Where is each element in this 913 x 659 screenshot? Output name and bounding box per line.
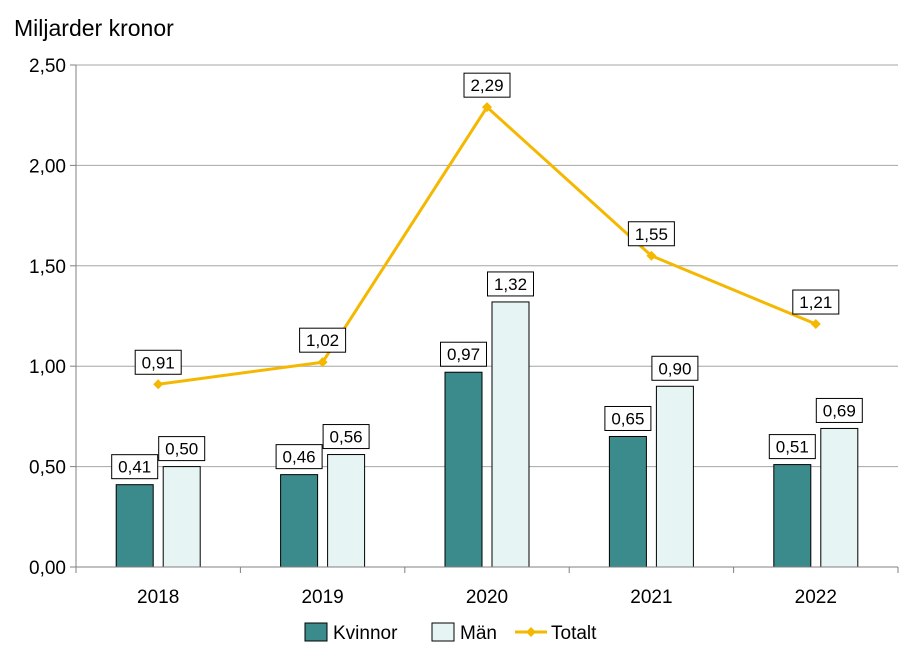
x-tick-label: 2019 — [301, 587, 343, 608]
line-data-label: 2,29 — [463, 72, 511, 98]
legend: Kvinnor Män Totalt — [304, 622, 597, 644]
data-label-box — [627, 221, 675, 247]
data-label-text: 0,56 — [330, 428, 363, 447]
bar-data-label: 0,41 — [111, 454, 159, 480]
data-label-box — [604, 405, 652, 431]
y-tick-label: 0,00 — [29, 558, 66, 579]
data-label-box — [768, 434, 816, 460]
data-label-box — [299, 327, 347, 353]
bar-mn — [162, 466, 201, 568]
bar-data-label: 0,56 — [322, 424, 370, 450]
data-label-text: 0,46 — [283, 448, 316, 467]
data-label-box — [651, 355, 699, 381]
line-data-label: 1,55 — [627, 221, 675, 247]
bar-kvinnor — [773, 464, 812, 568]
bar-kvinnor — [115, 484, 154, 568]
data-label-text: 0,69 — [823, 401, 856, 420]
bar-data-label: 1,32 — [487, 271, 534, 297]
legend-label: Kvinnor — [333, 623, 398, 644]
data-label-text: 0,50 — [165, 440, 198, 459]
line-data-label: 1,21 — [792, 289, 840, 315]
y-axis-title: Miljarder kronor — [14, 15, 174, 41]
data-label-box — [440, 341, 487, 367]
bar-data-label: 0,50 — [158, 436, 206, 462]
data-label-box — [322, 424, 370, 450]
totalt-point — [646, 250, 657, 261]
bars — [115, 301, 859, 568]
totalt-point — [810, 319, 821, 330]
data-labels: 0,41 0,46 0,97 0,65 0,51 0,50 0,56 1,32 0,90 0,69… — [111, 72, 863, 480]
data-label-box — [792, 289, 840, 315]
y-tick-label: 1,00 — [29, 357, 66, 378]
bar-data-label: 0,51 — [768, 434, 816, 460]
gridlines — [76, 64, 898, 468]
bar-kvinnor — [280, 474, 319, 568]
data-label-text: 1,55 — [635, 225, 668, 244]
data-label-text: 1,32 — [494, 275, 527, 294]
data-label-box — [111, 454, 159, 480]
data-label-text: 1,21 — [799, 293, 832, 312]
data-label-box — [275, 444, 323, 470]
bar-mn — [491, 301, 530, 568]
totalt-point — [482, 102, 492, 113]
data-label-text: 0,97 — [447, 345, 480, 364]
data-label-box — [134, 349, 182, 375]
y-tick-label: 1,50 — [29, 257, 66, 278]
bar-mn — [820, 427, 859, 568]
bar-data-label: 0,65 — [604, 405, 652, 431]
bar-data-label: 0,69 — [815, 397, 863, 423]
data-label-box — [158, 436, 206, 462]
legend-swatch — [304, 622, 328, 642]
legend-label: Totalt — [551, 623, 597, 644]
totalt-line — [153, 102, 821, 390]
y-tick-label: 2,50 — [29, 56, 66, 77]
bar-data-label: 0,97 — [440, 341, 487, 367]
legend-swatch — [431, 622, 455, 642]
line-data-label: 1,02 — [299, 327, 347, 353]
bar-data-label: 0,46 — [275, 444, 323, 470]
y-tick-label: 2,00 — [29, 156, 66, 177]
x-tick-label: 2020 — [466, 587, 508, 608]
data-label-box — [463, 72, 511, 98]
data-label-text: 2,29 — [470, 76, 503, 95]
totalt-point — [153, 379, 164, 390]
legend-marker — [526, 627, 536, 637]
data-label-text: 0,41 — [118, 458, 151, 477]
line-data-label: 0,91 — [134, 349, 182, 375]
data-label-box — [487, 271, 534, 297]
data-label-text: 0,51 — [776, 438, 809, 457]
axes: 0,00 0,50 1,00 1,50 2,00 2,50 2018 2019 2020 2021… — [29, 56, 899, 608]
data-label-text: 0,91 — [142, 353, 175, 372]
y-tick-label: 0,50 — [29, 458, 66, 479]
data-label-box — [815, 397, 863, 423]
legend-label: Män — [460, 623, 497, 644]
bar-data-label: 0,90 — [651, 355, 699, 381]
bar-kvinnor — [608, 435, 647, 568]
x-tick-label: 2021 — [630, 587, 672, 608]
totalt-point — [317, 357, 328, 368]
x-tick-label: 2018 — [137, 587, 179, 608]
bar-kvinnor — [444, 371, 483, 568]
data-label-text: 0,65 — [611, 409, 644, 428]
data-label-text: 1,02 — [306, 331, 339, 350]
data-label-text: 0,90 — [658, 359, 691, 378]
x-tick-label: 2022 — [795, 587, 837, 608]
bar-mn — [655, 385, 694, 568]
bar-mn — [327, 454, 366, 568]
